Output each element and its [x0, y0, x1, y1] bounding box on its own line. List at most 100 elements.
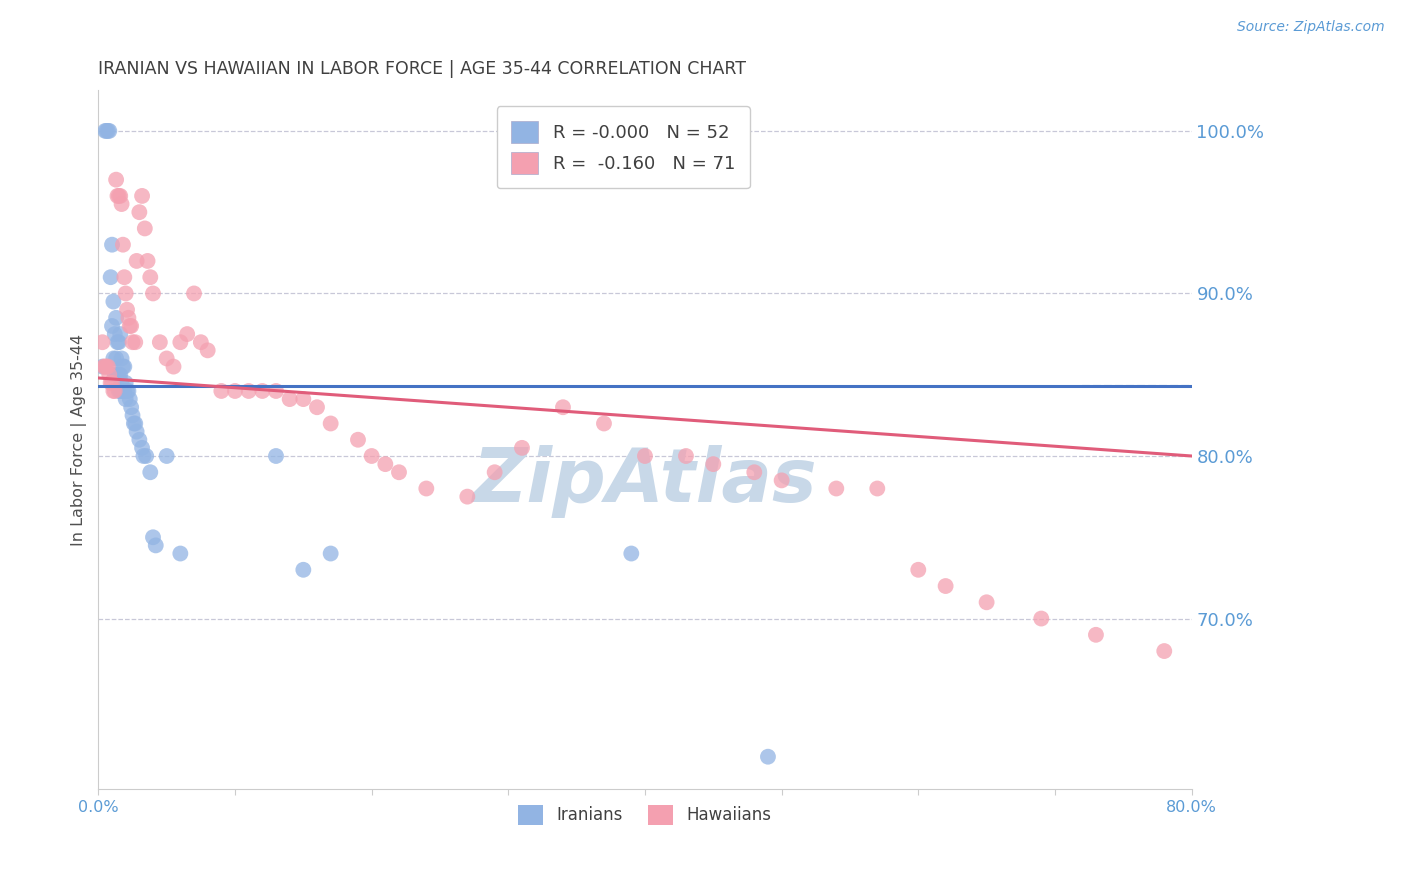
Point	[104, 384, 127, 398]
Point	[91, 359, 114, 374]
Point	[825, 482, 848, 496]
Point	[131, 441, 153, 455]
Point	[112, 384, 135, 398]
Point	[121, 409, 143, 423]
Point	[110, 327, 132, 342]
Point	[97, 359, 120, 374]
Point	[96, 359, 118, 374]
Point	[292, 392, 315, 406]
Point	[1153, 644, 1175, 658]
Text: IRANIAN VS HAWAIIAN IN LABOR FORCE | AGE 35-44 CORRELATION CHART: IRANIAN VS HAWAIIAN IN LABOR FORCE | AGE…	[98, 60, 747, 78]
Point	[770, 474, 793, 488]
Point	[103, 384, 125, 398]
Point	[125, 254, 148, 268]
Point	[110, 384, 132, 398]
Point	[105, 351, 128, 366]
Point	[114, 392, 136, 406]
Point	[121, 335, 143, 350]
Point	[100, 270, 122, 285]
Point	[110, 351, 132, 366]
Point	[209, 384, 232, 398]
Point	[183, 286, 205, 301]
Point	[169, 547, 191, 561]
Point	[702, 457, 724, 471]
Point	[139, 270, 162, 285]
Point	[111, 359, 134, 374]
Point	[197, 343, 219, 358]
Point	[111, 237, 134, 252]
Point	[107, 335, 129, 350]
Point	[238, 384, 260, 398]
Point	[134, 221, 156, 235]
Point	[142, 286, 165, 301]
Point	[124, 417, 146, 431]
Point	[94, 124, 117, 138]
Point	[128, 433, 150, 447]
Point	[112, 359, 135, 374]
Point	[112, 270, 135, 285]
Point	[93, 359, 115, 374]
Point	[111, 384, 134, 398]
Point	[110, 197, 132, 211]
Point	[105, 310, 128, 325]
Point	[117, 384, 139, 398]
Point	[96, 124, 118, 138]
Point	[115, 384, 138, 398]
Point	[135, 449, 157, 463]
Point	[907, 563, 929, 577]
Point	[120, 401, 142, 415]
Point	[756, 749, 779, 764]
Point	[169, 335, 191, 350]
Point	[347, 433, 370, 447]
Point	[264, 384, 287, 398]
Point	[510, 441, 533, 455]
Point	[118, 392, 141, 406]
Point	[162, 359, 184, 374]
Point	[124, 335, 146, 350]
Point	[593, 417, 616, 431]
Point	[252, 384, 274, 398]
Point	[634, 449, 657, 463]
Point	[100, 376, 122, 390]
Point	[319, 417, 342, 431]
Point	[976, 595, 998, 609]
Point	[415, 482, 437, 496]
Point	[224, 384, 246, 398]
Point	[142, 530, 165, 544]
Point	[115, 302, 138, 317]
Point	[108, 384, 131, 398]
Point	[118, 318, 141, 333]
Point	[1031, 611, 1053, 625]
Point	[456, 490, 478, 504]
Text: ZipAtlas: ZipAtlas	[472, 445, 817, 518]
Y-axis label: In Labor Force | Age 35-44: In Labor Force | Age 35-44	[72, 334, 87, 546]
Point	[97, 124, 120, 138]
Point	[108, 335, 131, 350]
Point	[176, 327, 198, 342]
Point	[114, 376, 136, 390]
Point	[117, 310, 139, 325]
Point	[107, 368, 129, 382]
Point	[122, 417, 145, 431]
Point	[98, 368, 121, 382]
Point	[110, 368, 132, 382]
Point	[103, 351, 125, 366]
Point	[136, 254, 159, 268]
Legend: Iranians, Hawaiians: Iranians, Hawaiians	[510, 797, 780, 833]
Point	[292, 563, 315, 577]
Point	[145, 538, 167, 552]
Point	[156, 351, 179, 366]
Point	[98, 124, 121, 138]
Point	[128, 205, 150, 219]
Point	[105, 172, 128, 186]
Point	[91, 335, 114, 350]
Point	[101, 318, 124, 333]
Point	[264, 449, 287, 463]
Point	[108, 368, 131, 382]
Point	[675, 449, 697, 463]
Point	[388, 465, 411, 479]
Point	[131, 189, 153, 203]
Point	[620, 547, 643, 561]
Point	[1084, 628, 1107, 642]
Point	[104, 327, 127, 342]
